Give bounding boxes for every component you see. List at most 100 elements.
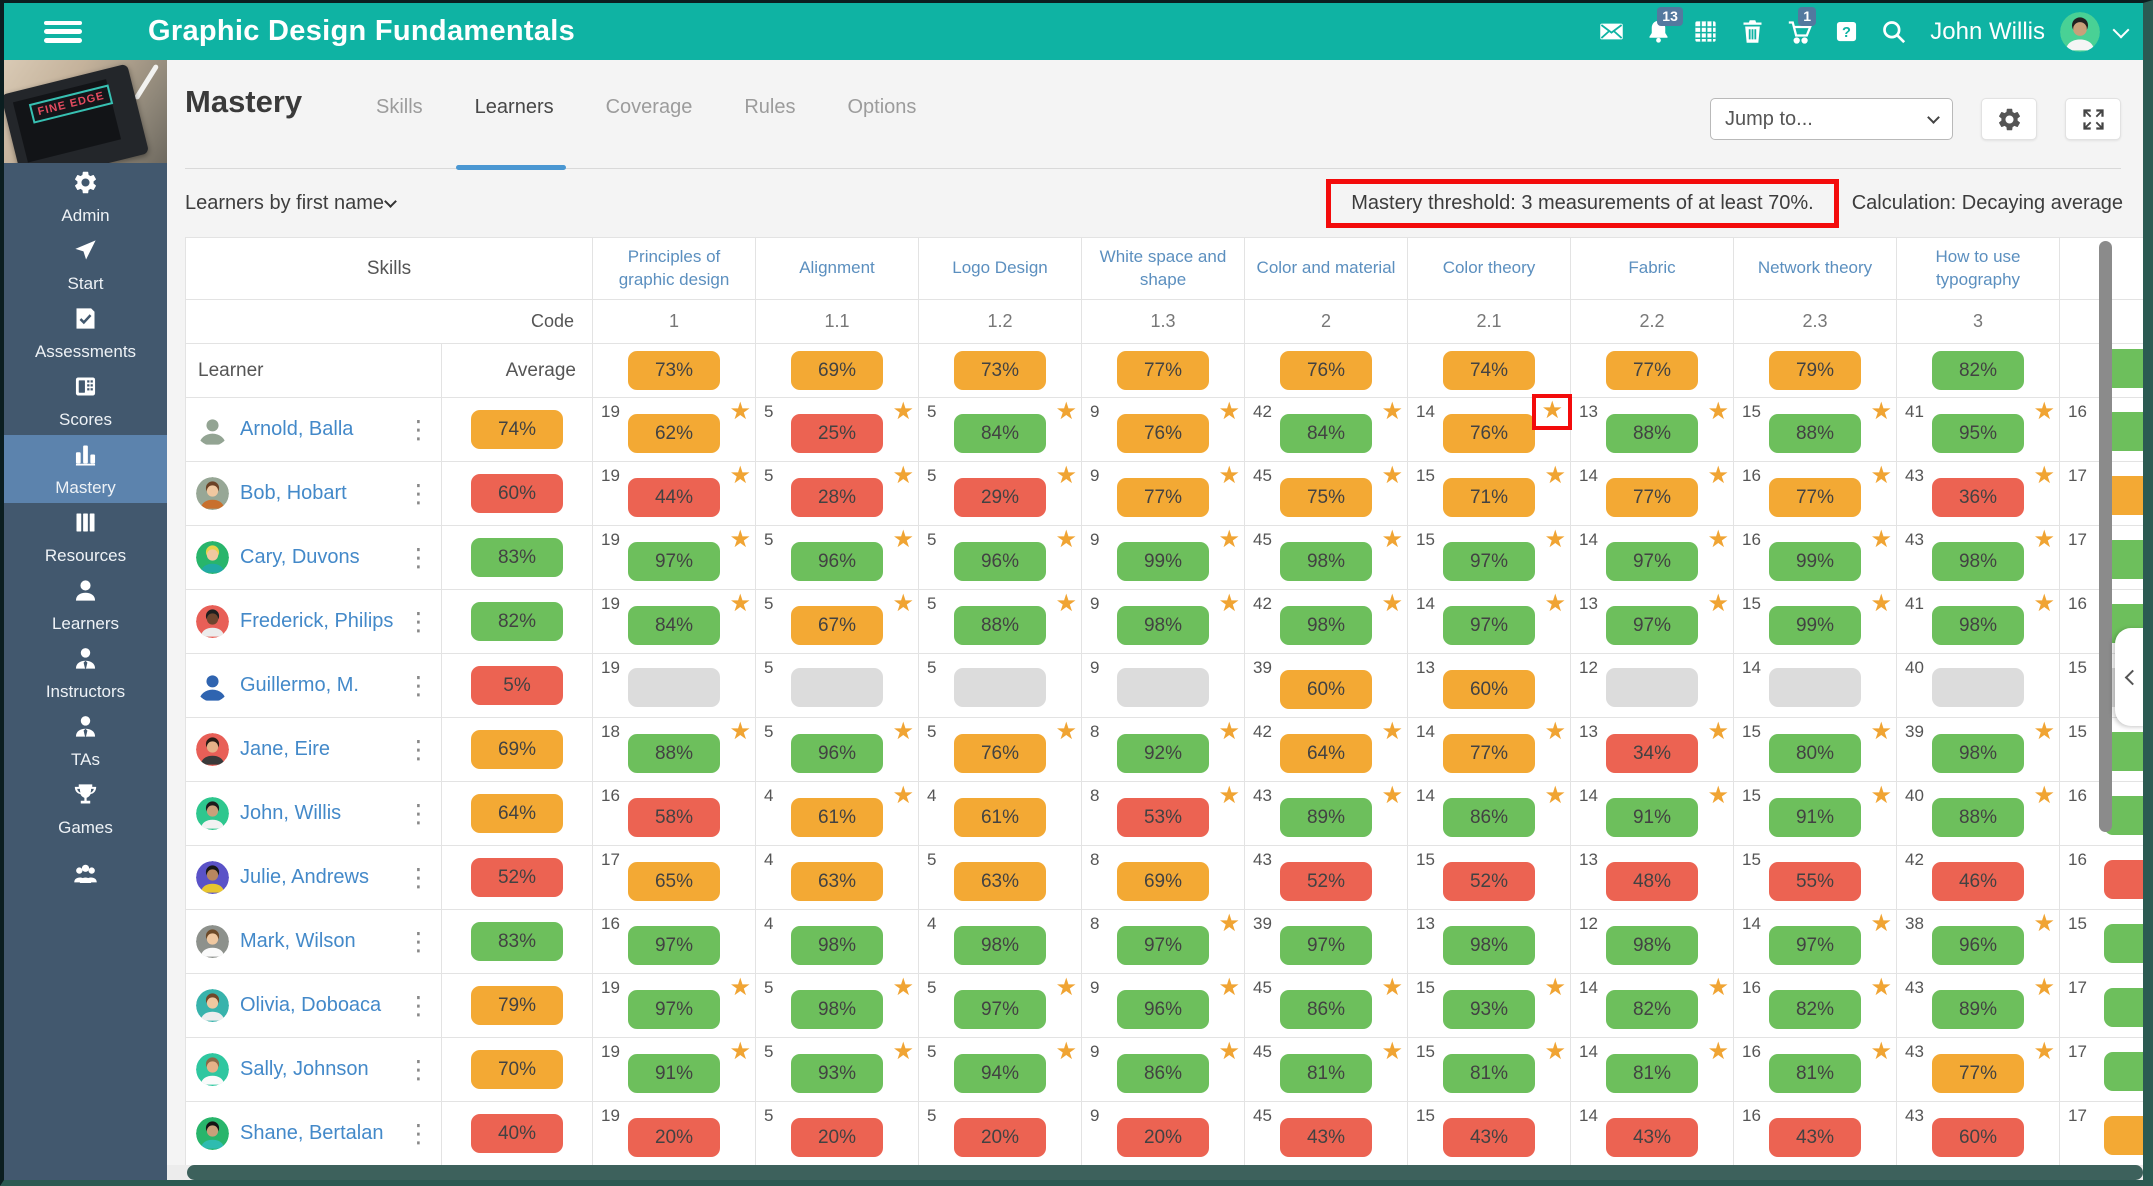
mastery-cell[interactable]: 5 20% (755, 1101, 919, 1166)
messages-icon[interactable] (1595, 16, 1627, 48)
mastery-cell[interactable]: 5 ★ 28% (755, 461, 919, 526)
mastery-cell[interactable]: 14 ★ 86% (1407, 781, 1571, 846)
sidebar-item-learners[interactable]: Learners (4, 571, 167, 639)
mastery-cell[interactable]: 5 ★ 96% (918, 525, 1082, 590)
row-menu-button[interactable]: ⋮ (406, 927, 431, 956)
learner-name-link[interactable]: Cary, Duvons (240, 546, 360, 568)
row-menu-button[interactable]: ⋮ (406, 479, 431, 508)
mastery-cell[interactable]: 5 ★ 25% (755, 397, 919, 462)
mastery-cell[interactable]: 43 ★ 98% (1896, 525, 2060, 590)
mastery-cell[interactable]: 12 98% (1570, 909, 1734, 974)
sidebar-item-mastery[interactable]: Mastery (4, 435, 167, 503)
learner-name-link[interactable]: Julie, Andrews (240, 866, 369, 888)
tab-learners[interactable]: Learners (474, 96, 554, 118)
mastery-cell[interactable]: 13 ★ 97% (1570, 589, 1734, 654)
mastery-cell[interactable]: 5 ★ 67% (755, 589, 919, 654)
mastery-cell[interactable]: 15 ★ 80% (1733, 717, 1897, 782)
mastery-cell[interactable]: 14 ★ 91% (1570, 781, 1734, 846)
mastery-cell[interactable]: 4 98% (755, 909, 919, 974)
mastery-cell[interactable]: 38 ★ 96% (1896, 909, 2060, 974)
mastery-cell[interactable]: 5 ★ 88% (918, 589, 1082, 654)
mastery-cell[interactable]: 45 ★ 75% (1244, 461, 1408, 526)
mastery-cell[interactable]: 15 43% (1407, 1101, 1571, 1166)
learner-name-link[interactable]: Sally, Johnson (240, 1058, 369, 1080)
mastery-cell[interactable]: 9 ★ 77% (1081, 461, 1245, 526)
mastery-cell[interactable]: 19 ★ 97% (592, 525, 756, 590)
profile-chevron-icon[interactable] (2112, 21, 2130, 38)
notifications-icon[interactable]: 13 (1642, 6, 1683, 48)
mastery-cell[interactable]: 40 (1896, 653, 2060, 718)
sidebar-item-start[interactable]: Start (4, 231, 167, 299)
mastery-cell[interactable]: 9 ★ 98% (1081, 589, 1245, 654)
column-header-skill[interactable]: Network theory (1733, 237, 1897, 300)
mastery-cell[interactable]: 17 65% (592, 845, 756, 910)
menu-button[interactable] (44, 17, 82, 47)
sidebar-item-games[interactable]: Games (4, 775, 167, 843)
mastery-cell[interactable]: 45 43% (1244, 1101, 1408, 1166)
learner-name-link[interactable]: Mark, Wilson (240, 930, 356, 952)
mastery-cell[interactable]: 4 61% (918, 781, 1082, 846)
mastery-cell[interactable]: 9 20% (1081, 1101, 1245, 1166)
mastery-cell[interactable]: 17 (2059, 973, 2143, 1038)
mastery-cell[interactable]: 8 ★ 92% (1081, 717, 1245, 782)
column-header-skill[interactable]: White space and shape (1081, 237, 1245, 300)
mastery-cell[interactable]: 15 ★ 93% (1407, 973, 1571, 1038)
learner-name-link[interactable]: Bob, Hobart (240, 482, 347, 504)
sort-selector[interactable]: Learners by first name (185, 192, 397, 215)
mastery-cell[interactable]: 13 ★ 88% (1570, 397, 1734, 462)
mastery-cell[interactable]: 15 ★ 88% (1733, 397, 1897, 462)
mastery-cell[interactable]: 19 ★ 84% (592, 589, 756, 654)
mastery-cell[interactable]: 14 ★ 82% (1570, 973, 1734, 1038)
mastery-cell[interactable]: 40 ★ 88% (1896, 781, 2060, 846)
mastery-cell[interactable]: 43 ★ 89% (1896, 973, 2060, 1038)
mastery-cell[interactable]: 5 ★ 98% (755, 973, 919, 1038)
mastery-cell[interactable]: 17 (2059, 1101, 2143, 1166)
learner-name-link[interactable]: Frederick, Philips (240, 610, 394, 632)
horizontal-scrollbar-thumb[interactable] (187, 1165, 2143, 1180)
row-menu-button[interactable]: ⋮ (406, 863, 431, 892)
mastery-cell[interactable]: 19 ★ 44% (592, 461, 756, 526)
mastery-cell[interactable]: 19 ★ 91% (592, 1037, 756, 1102)
mastery-cell[interactable]: 5 ★ 93% (755, 1037, 919, 1102)
mastery-cell[interactable]: 19 ★ 62% (592, 397, 756, 462)
collapse-panel-button[interactable] (2115, 628, 2143, 726)
mastery-cell[interactable]: 8 ★ 53% (1081, 781, 1245, 846)
mastery-cell[interactable]: 9 ★ 99% (1081, 525, 1245, 590)
mastery-cell[interactable]: 5 (755, 653, 919, 718)
mastery-cell[interactable]: 41 ★ 95% (1896, 397, 2060, 462)
mastery-cell[interactable]: 4 98% (918, 909, 1082, 974)
mastery-cell[interactable]: 5 ★ 84% (918, 397, 1082, 462)
mastery-cell[interactable]: 16 ★ 99% (1733, 525, 1897, 590)
mastery-cell[interactable]: 15 55% (1733, 845, 1897, 910)
mastery-cell[interactable]: 45 ★ 81% (1244, 1037, 1408, 1102)
tab-rules[interactable]: Rules (744, 96, 796, 118)
mastery-cell[interactable]: 14 (1733, 653, 1897, 718)
row-menu-button[interactable]: ⋮ (406, 543, 431, 572)
column-header-skill[interactable]: Logo Design (918, 237, 1082, 300)
mastery-cell[interactable]: 8 ★ 97% (1081, 909, 1245, 974)
mastery-cell[interactable]: 15 52% (1407, 845, 1571, 910)
mastery-cell[interactable]: 42 46% (1896, 845, 2060, 910)
mastery-cell[interactable]: 39 ★ 98% (1896, 717, 2060, 782)
mastery-cell[interactable]: 15 ★ 91% (1733, 781, 1897, 846)
mastery-cell[interactable]: 16 ★ 82% (1733, 973, 1897, 1038)
row-menu-button[interactable]: ⋮ (406, 415, 431, 444)
mastery-cell[interactable]: 9 ★ 76% (1081, 397, 1245, 462)
mastery-cell[interactable]: 13 48% (1570, 845, 1734, 910)
mastery-cell[interactable]: 42 ★ 84% (1244, 397, 1408, 462)
row-menu-button[interactable]: ⋮ (406, 607, 431, 636)
mastery-cell[interactable]: 14 ★ 81% (1570, 1037, 1734, 1102)
mastery-cell[interactable]: 19 (592, 653, 756, 718)
mastery-cell[interactable]: 14 ★ 97% (1570, 525, 1734, 590)
mastery-cell[interactable]: 13 60% (1407, 653, 1571, 718)
mastery-cell[interactable]: 15 ★ 99% (1733, 589, 1897, 654)
learner-name-link[interactable]: Guillermo, M. (240, 674, 359, 696)
jump-to-select[interactable]: Jump to... (1710, 98, 1953, 140)
mastery-cell[interactable]: 45 ★ 98% (1244, 525, 1408, 590)
trash-icon[interactable] (1736, 16, 1768, 48)
tab-options[interactable]: Options (847, 96, 917, 118)
mastery-cell[interactable]: 14 ★ 77% (1570, 461, 1734, 526)
mastery-cell[interactable]: 4 63% (755, 845, 919, 910)
row-menu-button[interactable]: ⋮ (406, 671, 431, 700)
column-header-skill[interactable]: Fabric (1570, 237, 1734, 300)
